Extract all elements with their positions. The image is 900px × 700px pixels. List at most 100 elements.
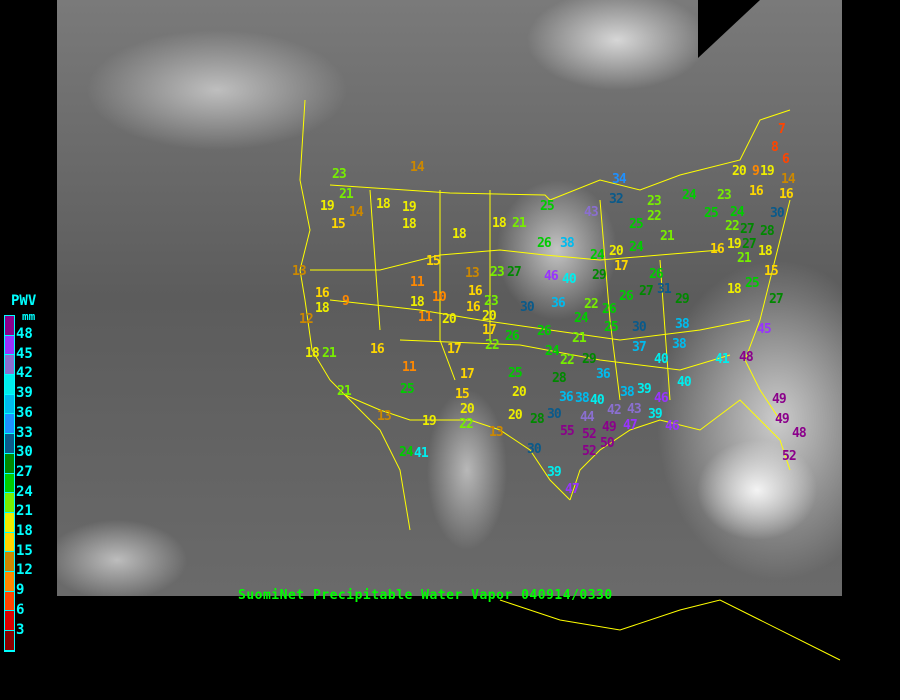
legend-label: 18 (16, 523, 33, 539)
station-pwv-value: 55 (560, 424, 575, 439)
station-pwv-value: 17 (460, 367, 475, 382)
station-pwv-value: 31 (657, 282, 672, 297)
station-pwv-value: 15 (764, 264, 779, 279)
station-pwv-value: 17 (614, 259, 629, 274)
station-pwv-value: 24 (682, 188, 697, 203)
station-pwv-value: 21 (512, 216, 527, 231)
station-pwv-value: 27 (769, 292, 784, 307)
station-pwv-value: 10 (432, 290, 447, 305)
station-pwv-value: 22 (647, 209, 662, 224)
station-pwv-value: 46 (654, 391, 669, 406)
station-pwv-value: 36 (559, 390, 574, 405)
station-pwv-value: 15 (455, 387, 470, 402)
us-mexico-border (344, 394, 571, 501)
station-pwv-value: 49 (772, 392, 787, 407)
station-pwv-value: 40 (677, 375, 692, 390)
station-pwv-value: 19 (760, 164, 775, 179)
station-pwv-value: 16 (749, 184, 764, 199)
station-pwv-value: 18 (492, 216, 507, 231)
station-pwv-value: 19 (727, 237, 742, 252)
station-pwv-value: 25 (629, 217, 644, 232)
station-pwv-value: 16 (466, 300, 481, 315)
station-pwv-value: 23 (717, 188, 732, 203)
station-pwv-value: 26 (619, 289, 634, 304)
station-pwv-value: 21 (337, 384, 352, 399)
legend-swatch (5, 316, 14, 336)
station-pwv-value: 16 (779, 187, 794, 202)
station-pwv-value: 30 (547, 407, 562, 422)
legend-swatch (5, 355, 14, 376)
station-pwv-value: 23 (484, 294, 499, 309)
legend-swatch (5, 631, 14, 651)
legend-swatch (5, 473, 14, 494)
station-pwv-value: 6 (782, 152, 790, 167)
station-pwv-value: 19 (422, 414, 437, 429)
station-pwv-value: 14 (410, 160, 425, 175)
legend-swatch (5, 571, 14, 592)
station-pwv-value: 20 (732, 164, 747, 179)
station-pwv-value: 11 (418, 310, 433, 325)
east-coast (744, 199, 791, 421)
legend-label: 39 (16, 385, 33, 402)
station-pwv-value: 48 (739, 350, 754, 365)
station-pwv-value: 22 (560, 353, 575, 368)
station-pwv-value: 46 (665, 419, 680, 434)
station-pwv-value: 23 (332, 167, 347, 182)
station-pwv-value: 29 (592, 268, 607, 283)
station-pwv-value: 40 (590, 393, 605, 408)
station-pwv-value: 13 (465, 266, 480, 281)
station-pwv-value: 24 (590, 248, 605, 263)
station-pwv-value: 15 (426, 254, 441, 269)
station-pwv-value: 37 (632, 340, 647, 355)
station-pwv-value: 11 (402, 360, 417, 375)
state-line (369, 189, 381, 331)
legend-swatch (5, 591, 14, 612)
state-line (599, 199, 621, 401)
station-pwv-value: 11 (410, 275, 425, 290)
station-pwv-value: 24 (629, 240, 644, 255)
station-pwv-value: 20 (512, 385, 527, 400)
west-coast (299, 99, 411, 531)
station-pwv-value: 26 (649, 267, 664, 282)
station-pwv-value: 34 (612, 172, 627, 187)
legend-swatch (5, 335, 14, 356)
state-line (329, 299, 751, 341)
legend-label: 33 (16, 424, 33, 441)
station-pwv-value: 32 (609, 192, 624, 207)
station-pwv-value: 49 (775, 412, 790, 427)
station-pwv-value: 26 (537, 236, 552, 251)
station-pwv-value: 39 (648, 407, 663, 422)
state-line (399, 339, 731, 371)
station-pwv-value: 19 (402, 200, 417, 215)
station-pwv-value: 52 (582, 444, 597, 459)
station-pwv-value: 47 (623, 418, 638, 433)
station-pwv-value: 28 (530, 412, 545, 427)
station-pwv-value: 25 (604, 320, 619, 335)
station-pwv-value: 40 (654, 352, 669, 367)
station-pwv-value: 20 (442, 312, 457, 327)
station-pwv-value: 18 (315, 301, 330, 316)
legend-unit: mm (22, 310, 36, 323)
station-pwv-value: 24 (730, 205, 745, 220)
station-pwv-value: 21 (339, 187, 354, 202)
station-pwv-value: 26 (602, 302, 617, 317)
station-pwv-value: 29 (582, 352, 597, 367)
station-pwv-value: 20 (508, 408, 523, 423)
station-pwv-value: 28 (552, 371, 567, 386)
station-pwv-value: 25 (704, 206, 719, 221)
legend-swatch (5, 493, 14, 513)
station-pwv-value: 21 (737, 251, 752, 266)
map-title: SuomiNet Precipitable Water Vapor 040914… (238, 588, 613, 603)
satellite-image (57, 0, 842, 596)
legend-swatch (5, 434, 14, 454)
legend-swatch (5, 512, 14, 533)
legend-label: 9 (16, 582, 25, 599)
station-pwv-value: 38 (620, 385, 635, 400)
station-pwv-value: 18 (727, 282, 742, 297)
station-pwv-value: 25 (400, 382, 415, 397)
legend-label: 30 (16, 444, 33, 461)
legend-swatch (5, 453, 14, 474)
legend-label: 15 (16, 542, 33, 559)
station-pwv-value: 7 (778, 122, 786, 137)
